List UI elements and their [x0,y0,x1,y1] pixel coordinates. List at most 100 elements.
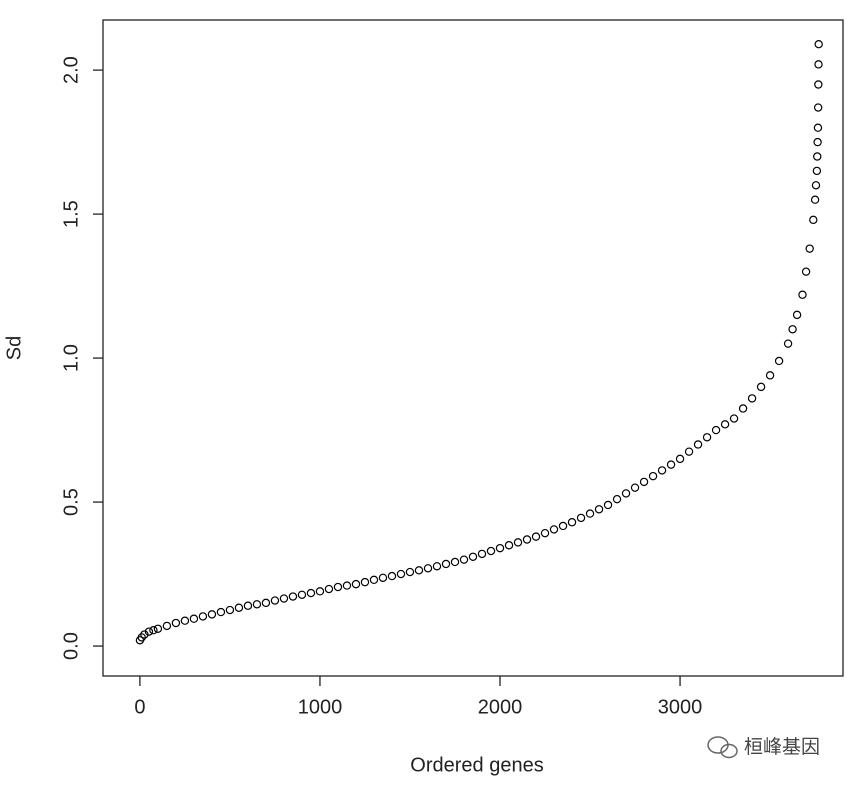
point [149,626,158,635]
point [333,582,343,592]
point [306,588,316,598]
watermark: 桓峰基因 [744,736,820,758]
point [558,521,568,531]
point [513,538,523,547]
point [585,509,595,518]
point [522,535,532,544]
point [369,575,379,585]
point [180,616,190,625]
point [612,494,622,504]
point [162,621,172,631]
point [297,590,307,599]
point [675,454,685,464]
y-axis-title: Sd [3,336,25,360]
point [261,598,271,608]
point [342,581,352,590]
point [189,614,199,623]
point [225,605,235,615]
point [812,166,822,176]
point [153,624,163,633]
point [576,513,586,523]
point [324,584,334,594]
point [813,123,823,132]
point [441,559,451,569]
point [360,577,370,587]
point [666,460,676,469]
point [814,60,823,69]
point [621,489,631,498]
point [756,382,766,392]
point [351,579,361,589]
point [486,546,496,556]
point [648,471,658,481]
point [234,603,244,612]
point [504,541,514,550]
x-axis-title: Ordered genes [410,754,543,776]
point [140,630,149,639]
point [813,152,822,161]
point [531,532,541,541]
x-tick-label: 3000 [658,696,703,718]
point [788,325,797,334]
point [729,414,739,423]
x-tick-label: 0 [134,696,145,718]
point [468,552,478,561]
point [207,610,217,619]
point [495,543,505,553]
point [792,310,802,320]
point [243,601,253,610]
watermark-icon [707,736,738,759]
point [805,244,814,253]
point [747,394,757,403]
x-tick-label: 1000 [298,696,343,718]
point [315,587,325,596]
point [738,404,748,413]
point [684,447,694,456]
point [814,39,823,49]
point [216,607,226,617]
point [639,477,649,487]
point [811,181,821,190]
y-tick-label: 1.5 [60,200,82,228]
point [450,557,460,567]
point [405,567,415,577]
point [252,600,262,609]
point [813,137,822,147]
point [693,440,703,449]
plot-box [102,19,844,677]
point [774,356,784,366]
point [459,555,469,564]
x-tick-label: 2000 [478,696,523,718]
point [765,371,775,380]
point [809,215,818,225]
point [432,562,442,571]
point [630,483,640,492]
point [270,596,280,605]
point [414,566,424,575]
point [810,195,820,204]
point [137,633,146,642]
point [603,500,613,510]
y-tick-label: 0.5 [60,488,82,516]
point [378,573,388,583]
point [813,103,823,112]
point [198,612,208,621]
point [423,564,433,573]
point [801,267,811,276]
point [783,339,793,348]
point [387,571,397,581]
point [144,627,154,636]
point [594,505,604,514]
point [798,290,807,299]
point [702,433,712,442]
y-tick-label: 2.0 [60,56,82,84]
point [540,528,550,538]
point [711,425,721,435]
point [814,80,823,89]
point [657,466,667,475]
point [288,592,298,601]
point [279,594,289,603]
point [396,569,406,579]
point [477,549,487,559]
